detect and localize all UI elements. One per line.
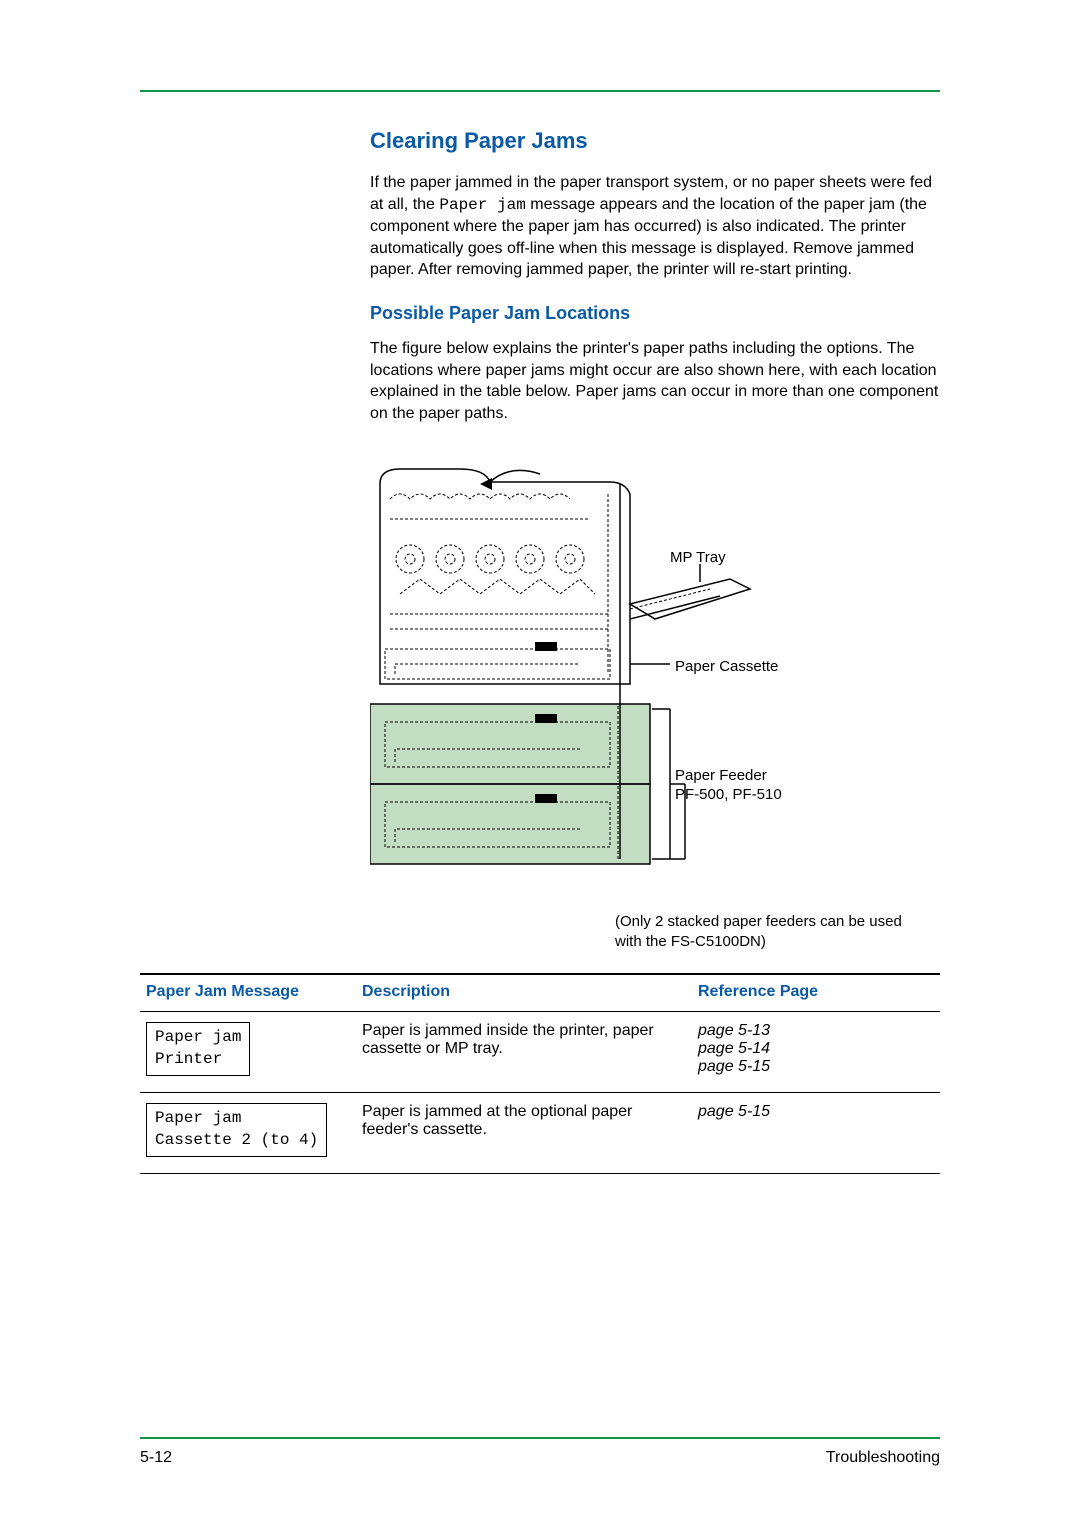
figure-note: (Only 2 stacked paper feeders can be use… xyxy=(615,912,915,951)
reference-page-link: page 5-15 xyxy=(698,1058,934,1076)
label-mp-tray: MP Tray xyxy=(670,548,726,568)
cell-message: Paper jam Cassette 2 (to 4) xyxy=(140,1093,356,1173)
page-footer: 5-12 Troubleshooting xyxy=(140,1437,940,1467)
col-header-reference: Reference Page xyxy=(692,974,940,1012)
reference-page-link: page 5-13 xyxy=(698,1022,934,1040)
label-paper-cassette: Paper Cassette xyxy=(675,657,778,677)
paper-jam-table: Paper Jam Message Description Reference … xyxy=(140,973,940,1173)
footer-section: Troubleshooting xyxy=(826,1449,940,1467)
col-header-message: Paper Jam Message xyxy=(140,974,356,1012)
section-body: The figure below explains the printer's … xyxy=(370,338,940,424)
footer-page: 5-12 xyxy=(140,1449,172,1467)
reference-page-link: page 5-14 xyxy=(698,1040,934,1058)
cell-description: Paper is jammed inside the printer, pape… xyxy=(356,1012,692,1093)
message-box: Paper jam Cassette 2 (to 4) xyxy=(146,1103,327,1156)
cell-description: Paper is jammed at the optional paper fe… xyxy=(356,1093,692,1173)
cell-reference: page 5-13page 5-14page 5-15 xyxy=(692,1012,940,1093)
section-title: Possible Paper Jam Locations xyxy=(370,303,940,324)
cell-reference: page 5-15 xyxy=(692,1093,940,1173)
reference-page-link: page 5-15 xyxy=(698,1103,934,1121)
message-box: Paper jam Printer xyxy=(146,1022,250,1075)
intro-mono: Paper jam xyxy=(439,196,525,214)
intro-paragraph: If the paper jammed in the paper transpo… xyxy=(370,172,940,281)
table-row: Paper jam Cassette 2 (to 4) Paper is jamm… xyxy=(140,1093,940,1173)
label-paper-feeder-2: PF-500, PF-510 xyxy=(675,785,782,805)
cell-message: Paper jam Printer xyxy=(140,1012,356,1093)
label-paper-feeder-1: Paper Feeder xyxy=(675,766,767,786)
col-header-description: Description xyxy=(356,974,692,1012)
printer-diagram-svg xyxy=(370,464,915,894)
top-rule xyxy=(140,90,940,92)
table-row: Paper jam Printer Paper is jammed inside … xyxy=(140,1012,940,1093)
paper-path-figure: MP Tray Paper Cassette Paper Feeder PF-5… xyxy=(370,464,915,894)
page-title: Clearing Paper Jams xyxy=(370,128,940,154)
